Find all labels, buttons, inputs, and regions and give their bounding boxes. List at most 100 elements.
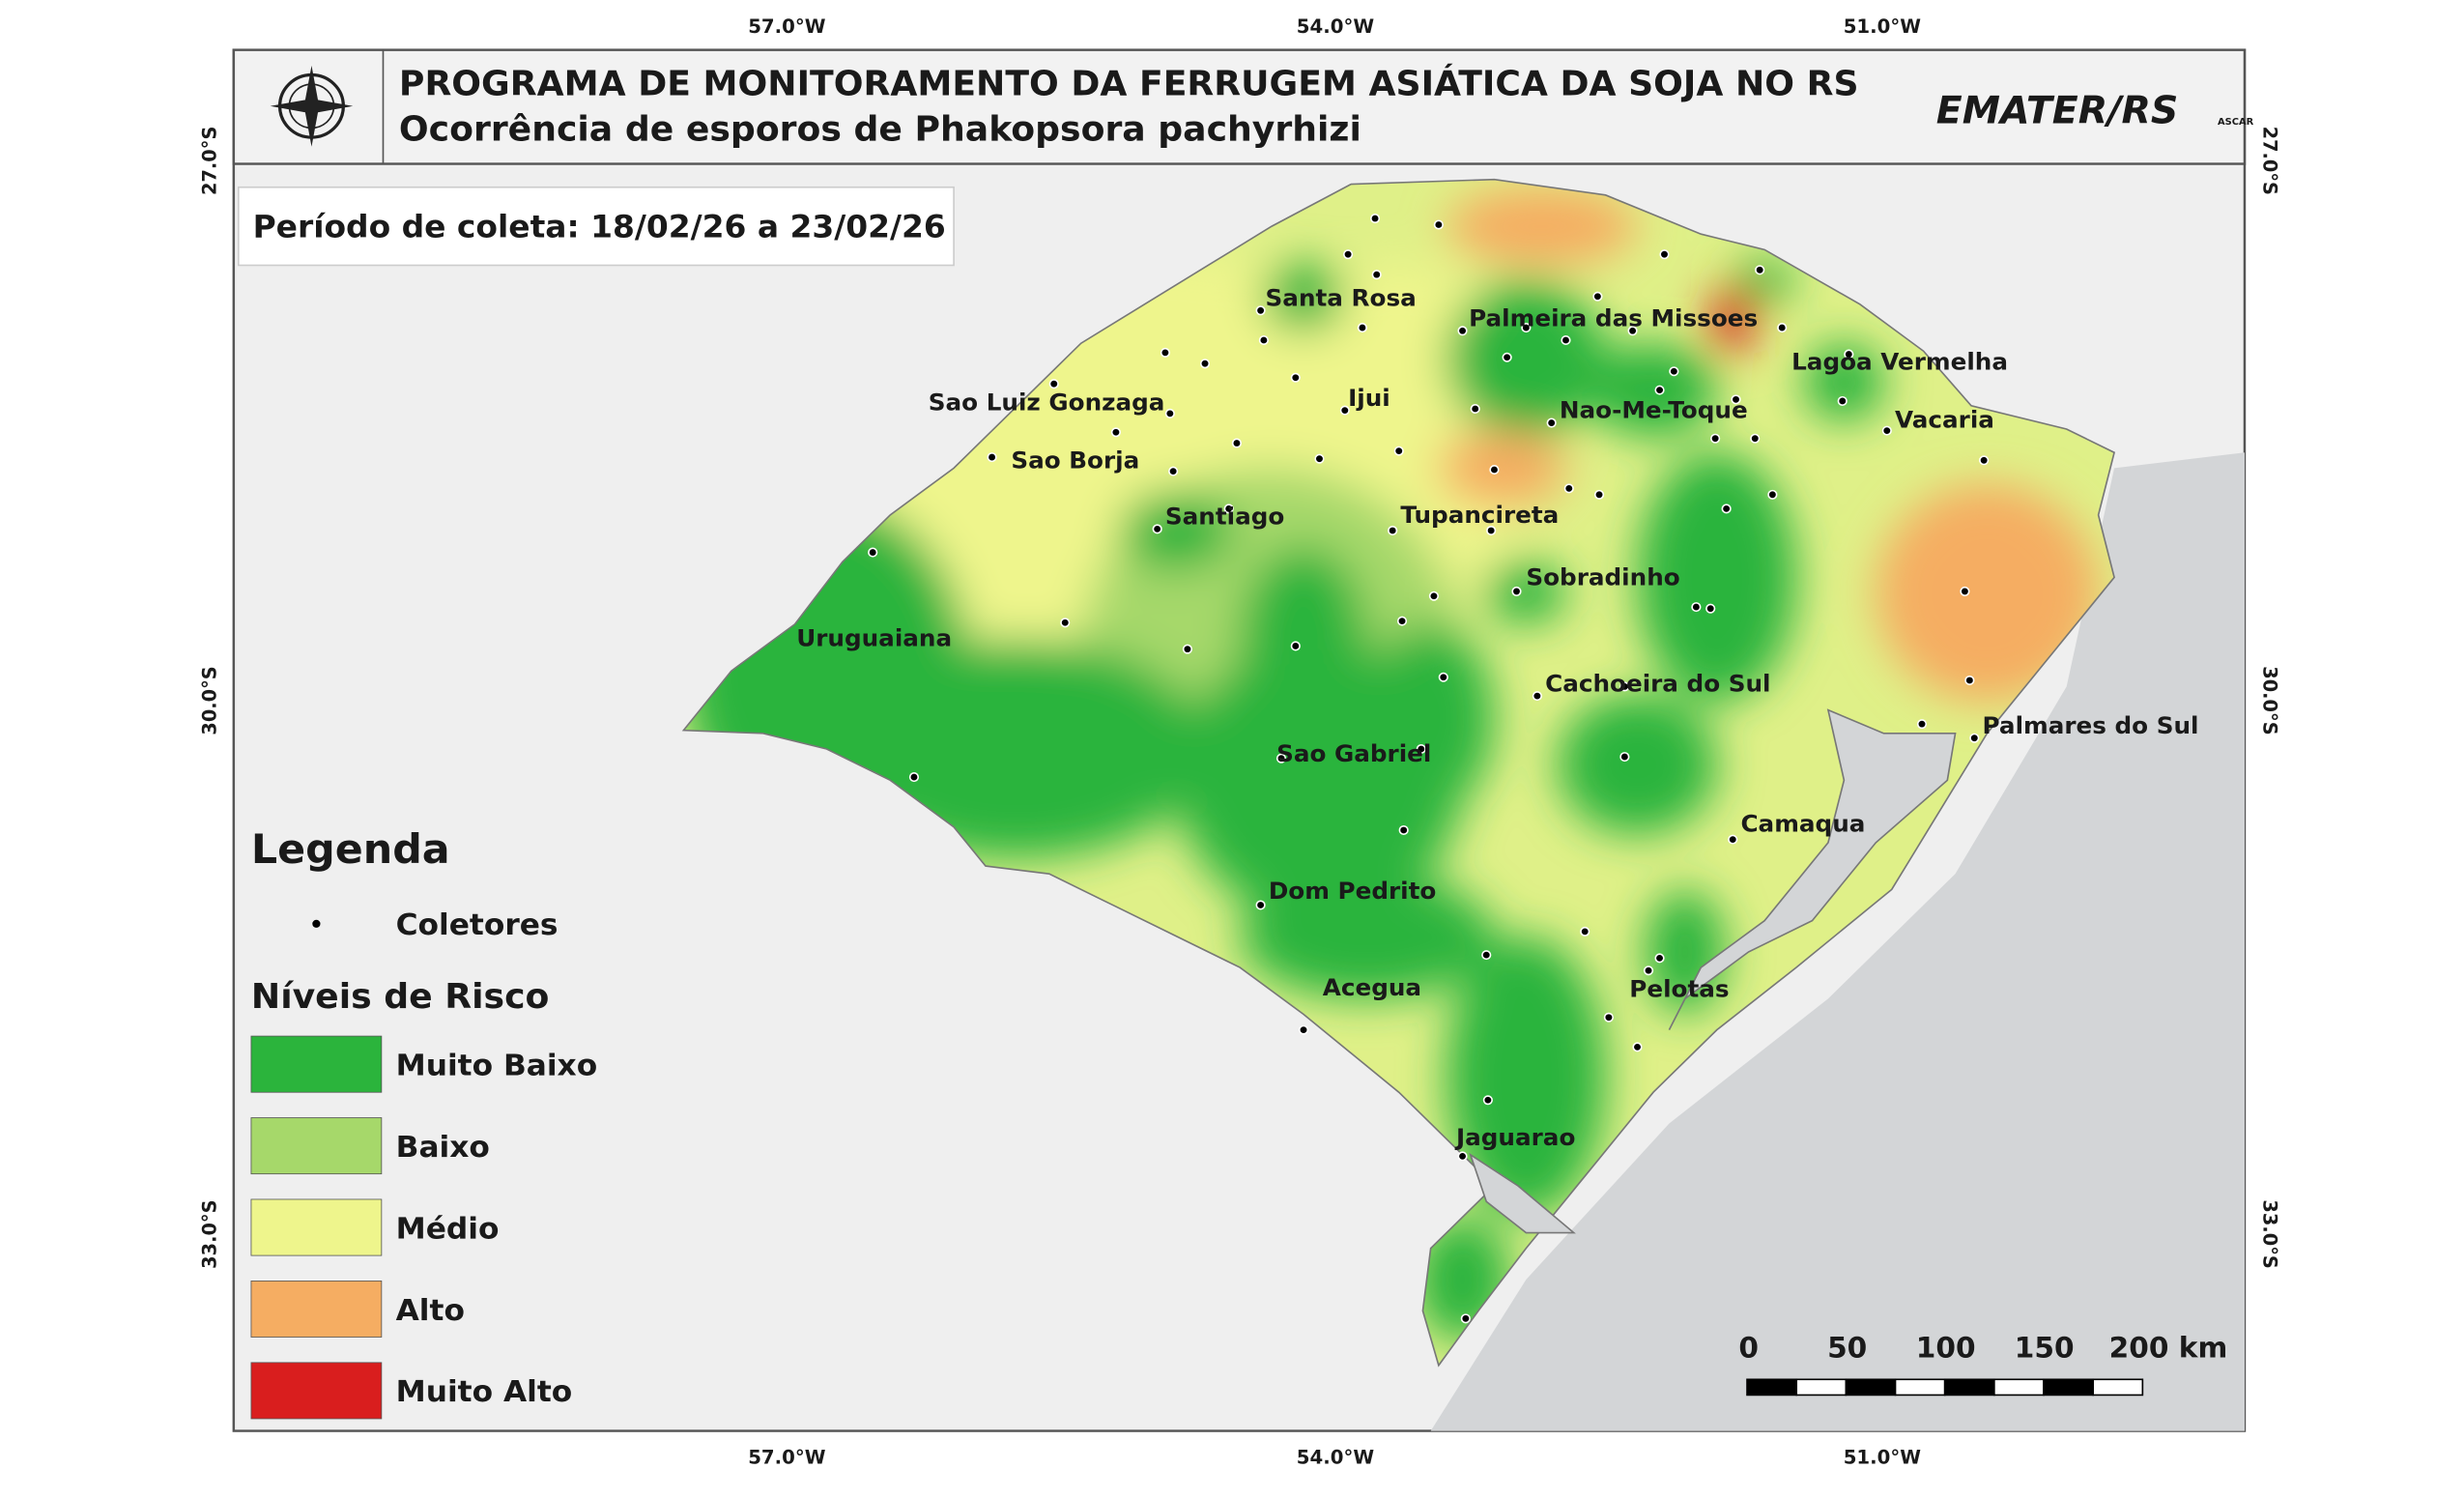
collector: [1231, 438, 1243, 448]
scale-segment: [2043, 1378, 2095, 1397]
collector: [1298, 1024, 1309, 1035]
collector: [1290, 372, 1301, 383]
collector: [1969, 733, 1980, 743]
lagoa-dos-patos: [1668, 708, 1957, 1030]
city-label: Ijui: [1348, 384, 1390, 412]
scale-label: 100: [1916, 1332, 1976, 1365]
collector: [1314, 453, 1325, 464]
risk-area: [1590, 343, 1717, 438]
coord-left: 33.0°S: [199, 1199, 221, 1268]
coord-top: 57.0°W: [748, 15, 825, 38]
collector: [1481, 950, 1492, 961]
collector: [1643, 965, 1654, 976]
collector: [1561, 334, 1571, 345]
scale-bar: 0 50 100 150 200 km: [1738, 1332, 2227, 1397]
collector: [1110, 427, 1122, 438]
city-label: Santa Rosa: [1266, 284, 1417, 312]
legend-collectors: Coletores: [396, 907, 559, 942]
collector: [1160, 347, 1171, 358]
risk-area: [1447, 936, 1606, 1218]
risk-area: [1876, 483, 2099, 703]
collector: [1258, 334, 1270, 345]
collector: [1705, 603, 1716, 614]
collector: [1603, 1012, 1615, 1023]
scale-label: 0: [1738, 1332, 1759, 1365]
city-label: Lagoa Vermelha: [1791, 348, 2008, 376]
coordinates: 57.0°W 57.0°W 54.0°W 54.0°W 51.0°W 51.0°W 27.0…: [199, 15, 2281, 1468]
risk-area: [1263, 262, 1344, 331]
collector: [1627, 326, 1638, 336]
collector: [1960, 586, 1970, 596]
collector: [1164, 408, 1175, 418]
risk-area: [1558, 694, 1717, 835]
collector: [1290, 641, 1301, 651]
collector: [1369, 214, 1381, 224]
collector-symbol: [312, 919, 321, 928]
collector: [1728, 834, 1738, 845]
collector: [1721, 504, 1732, 514]
lagoa-mirim: [1469, 1152, 1576, 1234]
scale-segment: [1993, 1378, 2045, 1397]
coord-bottom: 54.0°W: [1297, 1447, 1374, 1469]
legend-label: Médio: [396, 1212, 500, 1247]
collector: [868, 547, 878, 558]
collector: [1916, 719, 1928, 730]
legend-swatch: [250, 1198, 383, 1256]
city-labels: Santa Rosa Palmeira das Missoes Lagoa Verm…: [796, 284, 2198, 1151]
logo: EMATER/RS: [1936, 90, 2179, 133]
collector: [1342, 249, 1354, 260]
city-label: Sao Luiz Gonzaga: [929, 389, 1165, 417]
header: [232, 48, 2247, 165]
collector: [1396, 616, 1408, 626]
city-label: Vacaria: [1895, 406, 1994, 434]
collector: [1457, 326, 1468, 336]
city-label: Cachoeira do Sul: [1545, 669, 1770, 697]
risk-area: [1804, 343, 1884, 421]
collector: [1428, 591, 1440, 601]
collector: [1489, 464, 1500, 475]
collector: [1881, 425, 1892, 436]
coord-top: 54.0°W: [1297, 15, 1374, 38]
collector: [1393, 446, 1404, 456]
risk-area: [1120, 491, 1232, 570]
risk-area: [1735, 259, 1793, 303]
collector: [1502, 352, 1512, 362]
collector: [1593, 489, 1605, 500]
scale-segment: [1845, 1378, 1897, 1397]
risk-area: [1637, 452, 1797, 703]
collector: [1710, 433, 1721, 444]
city-label: Camaqua: [1740, 810, 1865, 838]
collector: [1255, 900, 1266, 910]
collector: [1669, 366, 1679, 377]
city-label: Tupanciretа: [1400, 501, 1559, 529]
collector: [1521, 323, 1532, 333]
collector: [1750, 433, 1761, 444]
collector: [1563, 483, 1574, 494]
collector: [1048, 379, 1059, 389]
legend: Legenda Coletores Níveis de Risco Muito …: [250, 825, 597, 1420]
city-label: Santiago: [1165, 503, 1284, 531]
ocean: [1430, 452, 2245, 1431]
collector: [1755, 265, 1765, 275]
coord-right: 33.0°S: [2259, 1199, 2281, 1268]
scale-segment: [1746, 1378, 1798, 1397]
scale-segment: [1943, 1378, 1995, 1397]
collector: [1777, 323, 1788, 333]
legend-label: Baixo: [396, 1130, 490, 1165]
scale-label: 150: [2015, 1332, 2075, 1365]
city-label: Pelotas: [1629, 975, 1729, 1003]
collector: [1438, 672, 1448, 682]
collector: [1654, 953, 1665, 964]
risk-area: [1486, 562, 1566, 624]
collector: [1168, 466, 1179, 476]
collector: [1060, 618, 1071, 628]
legend-title: Legenda: [251, 825, 450, 873]
collector: [1416, 743, 1426, 755]
collector: [1486, 525, 1497, 535]
legend-swatch: [250, 1035, 383, 1093]
period: Período de coleta: 18/02/26 a 23/02/26: [253, 209, 946, 245]
collector: [1482, 1095, 1493, 1106]
coord-right: 30.0°S: [2259, 666, 2281, 735]
legend-swatch: [250, 1281, 383, 1338]
